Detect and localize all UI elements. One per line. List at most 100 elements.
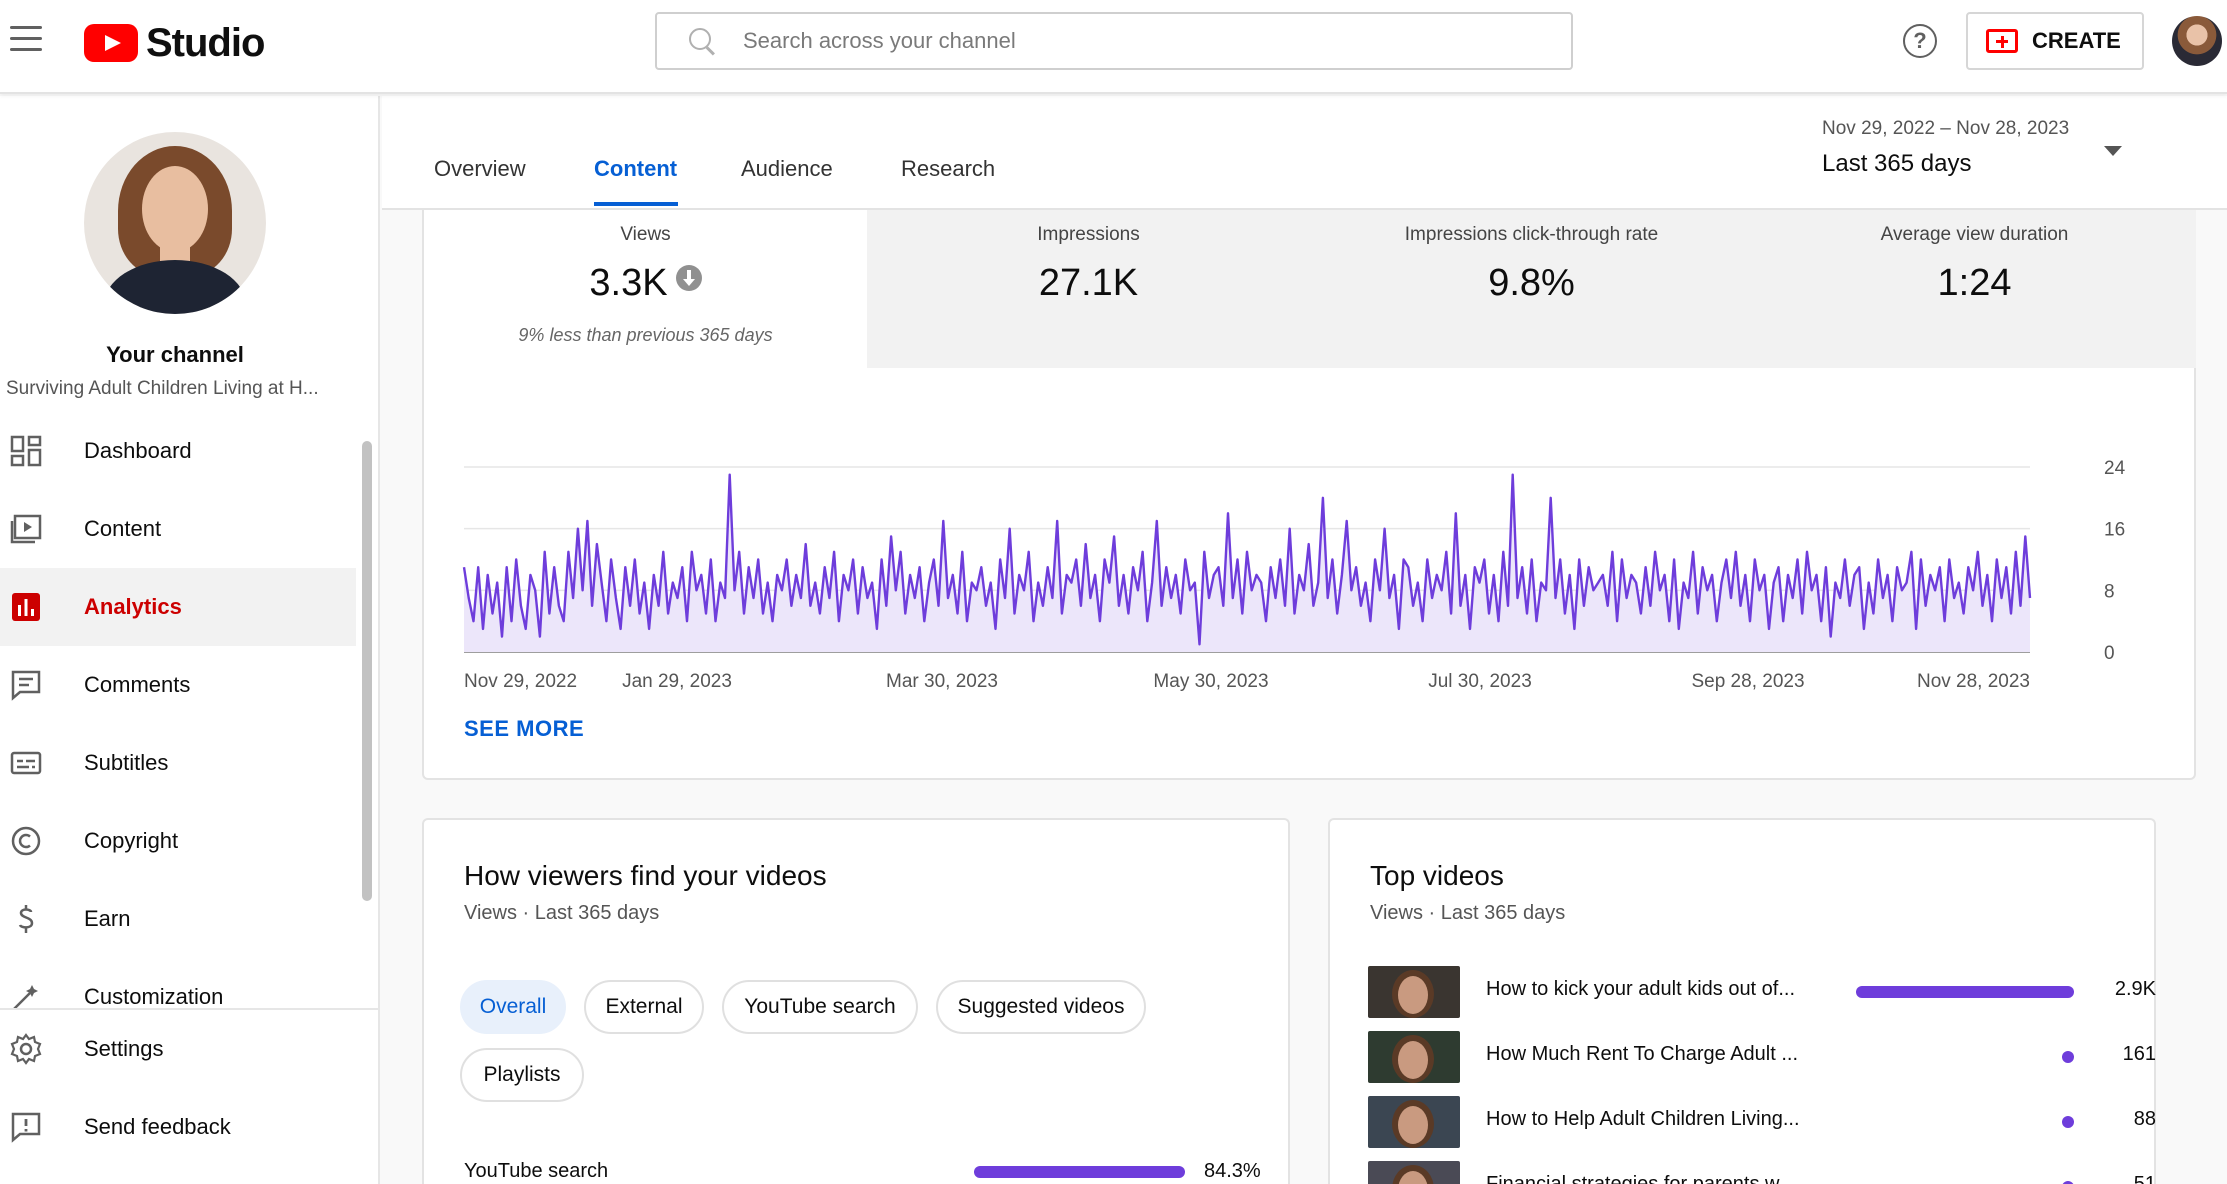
- sidebar-item-dashboard[interactable]: Dashboard: [0, 412, 356, 490]
- views-series-line[interactable]: [462, 473, 2032, 646]
- sidebar-item-analytics[interactable]: Analytics: [0, 568, 356, 646]
- top-videos-card: Top videos Views · Last 365 days How to …: [1328, 818, 2156, 1184]
- channel-avatar[interactable]: [84, 132, 266, 314]
- youtube-play-icon: [84, 24, 138, 62]
- sidebar-item-label: Earn: [84, 906, 131, 931]
- chip-overall[interactable]: Overall: [460, 980, 566, 1034]
- x-tick-label: Nov 29, 2022: [464, 671, 577, 692]
- metric-value: 3.3K: [424, 262, 867, 305]
- metric-value: 1:24: [1937, 262, 2012, 304]
- help-icon[interactable]: ?: [1903, 24, 1937, 58]
- metric-label: Average view duration: [1880, 224, 2069, 245]
- search-box[interactable]: [655, 12, 1573, 70]
- chevron-down-icon[interactable]: [2104, 146, 2122, 156]
- traffic-source-row[interactable]: YouTube search 84.3%: [464, 1160, 1261, 1184]
- sidebar-item-comments[interactable]: Comments: [0, 646, 356, 724]
- metric-value: 27.1K: [1038, 262, 1139, 304]
- y-tick-label: 16: [2104, 520, 2125, 541]
- chip-playlists[interactable]: Playlists: [460, 1048, 584, 1102]
- active-tab-indicator: [594, 202, 678, 206]
- search-input[interactable]: [743, 28, 1543, 54]
- video-thumbnail: [1368, 1031, 1460, 1083]
- copyright-icon: [11, 826, 41, 856]
- metric-impressions[interactable]: Impressions 27.1K: [867, 210, 1310, 368]
- metric-label: Views: [620, 224, 671, 245]
- top-video-row[interactable]: Financial strategies for parents w... 51: [1368, 1161, 2188, 1184]
- metric-value: 9.8%: [1488, 262, 1575, 304]
- subtitles-icon: [10, 751, 42, 775]
- sidebar-item-send-feedback[interactable]: Send feedback: [0, 1088, 378, 1166]
- video-views: 2.9K: [2114, 978, 2156, 1000]
- sidebar-item-label: Copyright: [84, 828, 179, 853]
- dashboard-icon: [10, 435, 42, 467]
- video-title: How Much Rent To Charge Adult ...: [1486, 1043, 1799, 1065]
- video-views: 51: [2133, 1173, 2156, 1184]
- sidebar: Your channel Surviving Adult Children Li…: [0, 96, 380, 1184]
- video-views-bar: [2062, 1116, 2074, 1128]
- video-thumbnail: [1368, 966, 1460, 1018]
- card-subtitle: Views · Last 365 days: [1370, 902, 1566, 924]
- y-tick-label: 8: [2104, 581, 2115, 602]
- top-video-row[interactable]: How Much Rent To Charge Adult ... 161: [1368, 1031, 2188, 1085]
- tab-overview[interactable]: Overview: [434, 156, 526, 181]
- sidebar-item-label: Customization: [84, 984, 224, 1009]
- date-range-selector[interactable]: Nov 29, 2022 – Nov 28, 2023 Last 365 day…: [1822, 118, 2202, 178]
- x-tick-label: Jul 30, 2023: [1428, 671, 1532, 692]
- metric-click-through-rate[interactable]: Impressions click-through rate 9.8%: [1310, 210, 1753, 368]
- top-header: Studio ? CREATE: [0, 0, 2227, 94]
- hamburger-menu-icon[interactable]: [10, 26, 42, 52]
- key-metrics-card: Views 3.3K 9% less than previous 365 day…: [422, 210, 2196, 780]
- traffic-source-bar: [974, 1166, 1185, 1178]
- see-more-link[interactable]: SEE MORE: [464, 716, 585, 741]
- search-icon: [687, 26, 717, 56]
- metric-views[interactable]: Views 3.3K 9% less than previous 365 day…: [424, 210, 867, 368]
- sidebar-item-label: Subtitles: [84, 750, 169, 775]
- analytics-icon: [12, 593, 40, 621]
- top-video-row[interactable]: How to kick your adult kids out of... 2.…: [1368, 966, 2188, 1020]
- tab-content[interactable]: Content: [594, 156, 678, 181]
- chip-suggested-videos[interactable]: Suggested videos: [936, 980, 1146, 1034]
- comments-icon: [11, 670, 41, 701]
- x-tick-label: May 30, 2023: [1153, 671, 1268, 692]
- sidebar-bottom: Settings Send feedback: [0, 1008, 378, 1166]
- video-title: How to kick your adult kids out of...: [1486, 978, 1796, 1000]
- traffic-source-value: 84.3%: [1204, 1160, 1261, 1182]
- video-views-bar: [2062, 1181, 2074, 1184]
- metric-average-view-duration[interactable]: Average view duration 1:24: [1753, 210, 2196, 368]
- metric-label: Impressions click-through rate: [1404, 224, 1659, 245]
- sidebar-scrollbar[interactable]: [362, 441, 372, 901]
- views-area-chart[interactable]: 0 8 16 24 Nov 29, 2022 Jan 29, 2023 Mar 30, 20…: [424, 425, 2196, 705]
- sidebar-item-earn[interactable]: Earn: [0, 880, 356, 958]
- studio-logo[interactable]: Studio: [84, 18, 265, 68]
- video-views: 88: [2133, 1108, 2156, 1130]
- sidebar-item-label: Analytics: [84, 594, 182, 619]
- video-views-bar: [1856, 986, 2074, 998]
- video-views: 161: [2122, 1043, 2156, 1065]
- x-tick-label: Sep 28, 2023: [1691, 671, 1804, 692]
- top-video-row[interactable]: How to Help Adult Children Living... 88: [1368, 1096, 2188, 1150]
- sidebar-item-copyright[interactable]: Copyright: [0, 802, 356, 880]
- content-icon: [10, 514, 42, 544]
- sidebar-item-settings[interactable]: Settings: [0, 1010, 378, 1088]
- metric-label: Impressions: [1037, 224, 1140, 245]
- sidebar-nav: Dashboard Content Analytics Comments Sub…: [0, 412, 356, 1106]
- create-button[interactable]: CREATE: [1966, 12, 2144, 70]
- card-subtitle: Views · Last 365 days: [464, 902, 660, 924]
- create-button-label: CREATE: [2032, 28, 2121, 53]
- chip-external[interactable]: External: [584, 980, 704, 1034]
- sidebar-item-label: Content: [84, 516, 162, 541]
- tab-research[interactable]: Research: [901, 156, 996, 181]
- video-thumbnail: [1368, 1096, 1460, 1148]
- sidebar-item-customization[interactable]: Customization: [0, 958, 356, 1036]
- sidebar-item-subtitles[interactable]: Subtitles: [0, 724, 356, 802]
- channel-title: Your channel: [106, 342, 244, 367]
- card-title: How viewers find your videos: [464, 860, 827, 891]
- logo-text: Studio: [146, 20, 265, 65]
- customization-icon: [13, 985, 38, 1010]
- sidebar-item-content[interactable]: Content: [0, 490, 356, 568]
- tab-audience[interactable]: Audience: [741, 156, 833, 181]
- video-thumbnail: [1368, 1161, 1460, 1184]
- chip-youtube-search[interactable]: YouTube search: [722, 980, 918, 1034]
- account-avatar[interactable]: [2172, 16, 2222, 66]
- video-views-bar: [2061, 1051, 2074, 1063]
